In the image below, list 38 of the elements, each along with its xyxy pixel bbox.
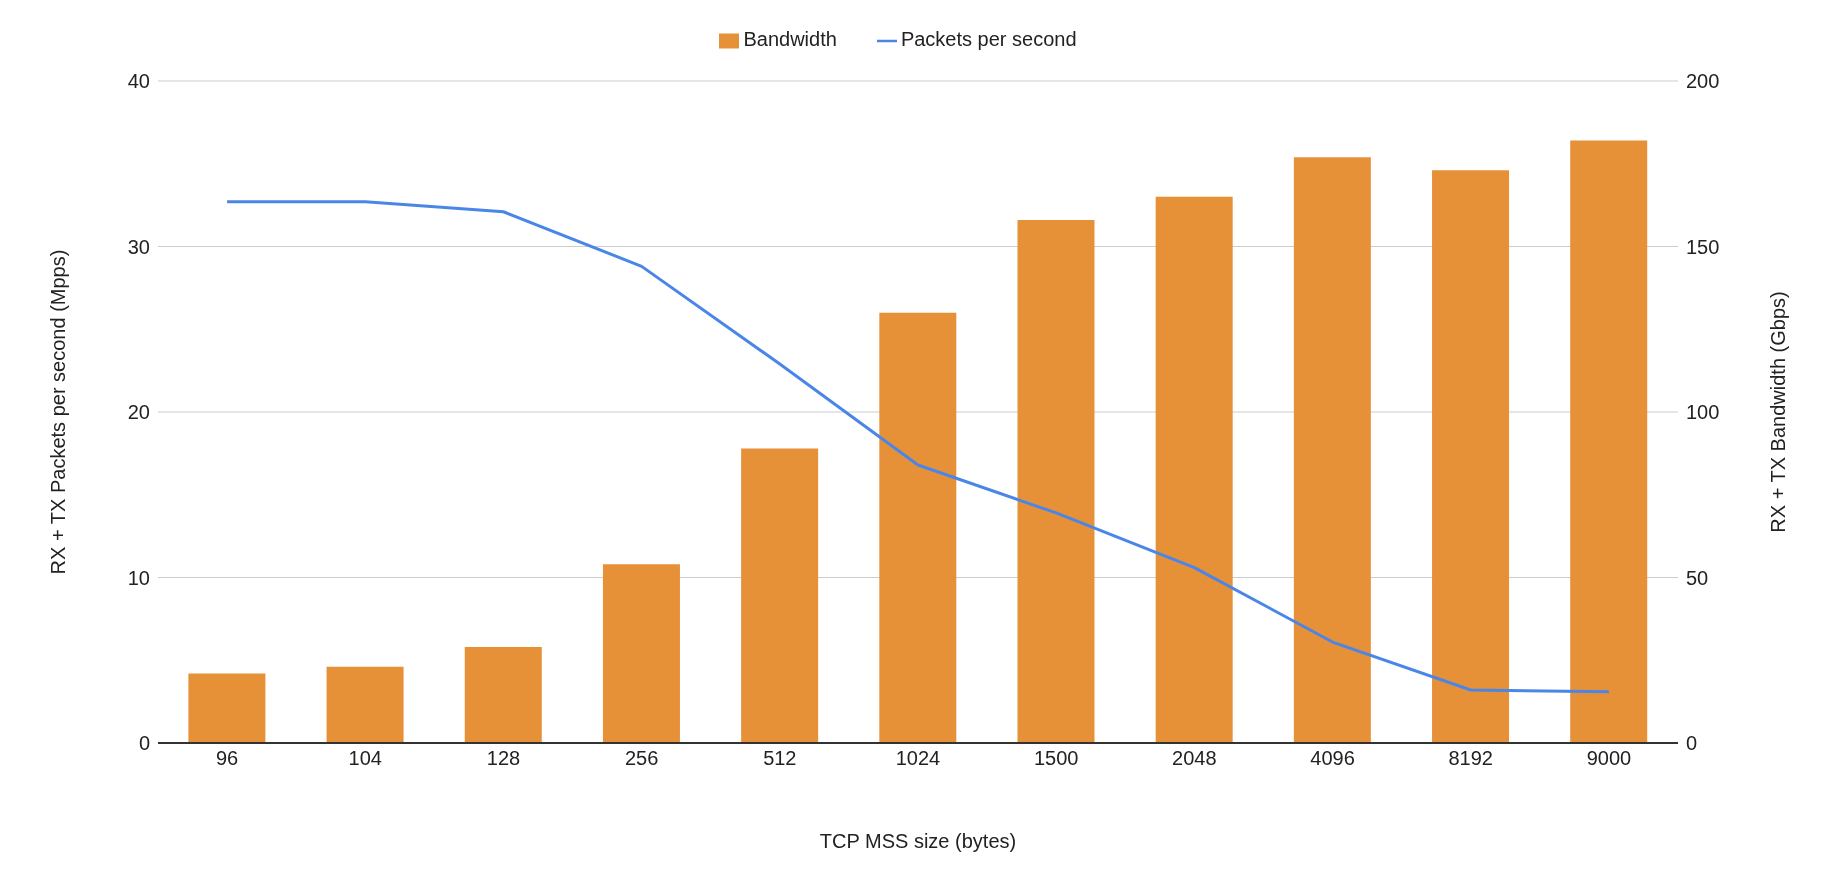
y2-axis-title: RX + TX Bandwidth (Gbps) — [1767, 291, 1790, 533]
bar — [602, 564, 680, 743]
x-tick-label: 512 — [763, 747, 797, 770]
x-tick-label: 104 — [348, 747, 382, 770]
y-axis-title: RX + TX Packets per second (Mpps) — [47, 249, 70, 575]
legend-label: Packets per second — [900, 28, 1077, 50]
x-tick-label: 8192 — [1448, 747, 1493, 770]
x-tick-label: 4096 — [1310, 747, 1355, 770]
x-tick-label: 1500 — [1033, 747, 1079, 770]
bar — [1570, 140, 1648, 743]
y2-tick-label: 200 — [1686, 70, 1720, 93]
y2-tick-label: 100 — [1686, 401, 1720, 424]
bar — [1293, 157, 1371, 743]
bar — [464, 647, 542, 743]
bar — [879, 312, 957, 743]
bar — [1155, 196, 1233, 743]
x-tick-label: 128 — [486, 747, 521, 770]
x-tick-label: 1024 — [895, 747, 941, 770]
y-tick-label: 0 — [138, 732, 150, 755]
bar — [1017, 220, 1095, 743]
y-tick-label: 30 — [127, 235, 150, 258]
y2-tick-label: 0 — [1686, 732, 1698, 755]
line-series — [225, 200, 1611, 694]
y2-tick-label: 150 — [1686, 235, 1720, 258]
y-tick-label: 40 — [127, 70, 150, 93]
y-tick-label: 10 — [127, 566, 150, 589]
x-tick-label: 2048 — [1172, 747, 1217, 770]
x-axis-title: TCP MSS size (bytes) — [819, 830, 1017, 852]
x-tick-label: 256 — [624, 747, 659, 770]
bar — [326, 666, 404, 743]
x-tick-label: 96 — [215, 747, 239, 770]
y-tick-label: 20 — [127, 401, 150, 424]
bar — [1432, 170, 1510, 743]
y2-tick-label: 50 — [1686, 566, 1709, 589]
legend-label: Bandwidth — [743, 28, 837, 50]
x-tick-label: 9000 — [1586, 747, 1632, 770]
bar — [188, 673, 266, 743]
bar — [741, 448, 819, 743]
